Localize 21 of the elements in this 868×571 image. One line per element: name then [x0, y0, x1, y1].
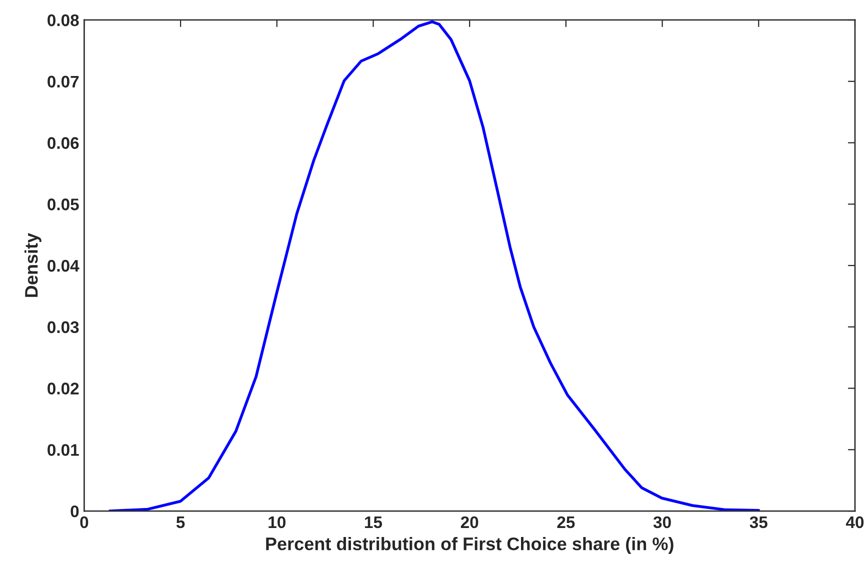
x-tick-label: 35 [750, 516, 768, 528]
y-tick-label: 0.02 [48, 382, 79, 394]
y-tick-label: 0.04 [48, 260, 80, 272]
x-tick-label: 30 [653, 516, 671, 528]
y-tick-label: 0.01 [48, 444, 79, 456]
y-axis-title: Density [24, 233, 42, 297]
x-tick-label: 15 [365, 516, 382, 528]
x-tick-label: 10 [268, 516, 286, 528]
x-axis-title: Percent distribution of First Choice share (in %) [266, 537, 674, 554]
y-tick-label: 0.07 [48, 76, 79, 88]
x-tick-label: 5 [176, 516, 185, 528]
x-tick-label: 20 [460, 516, 478, 528]
y-tick-label: 0.05 [48, 198, 79, 210]
line-series [108, 20, 760, 512]
y-tick-label: 0.03 [48, 321, 79, 334]
x-tick-label: 40 [846, 516, 864, 528]
y-tick-label: 0 [70, 505, 79, 518]
x-tick-label: 0 [80, 516, 88, 528]
x-tick-label: 25 [557, 516, 575, 528]
y-tick-label: 0.06 [48, 137, 79, 149]
y-tick-label: 0.08 [48, 14, 79, 26]
